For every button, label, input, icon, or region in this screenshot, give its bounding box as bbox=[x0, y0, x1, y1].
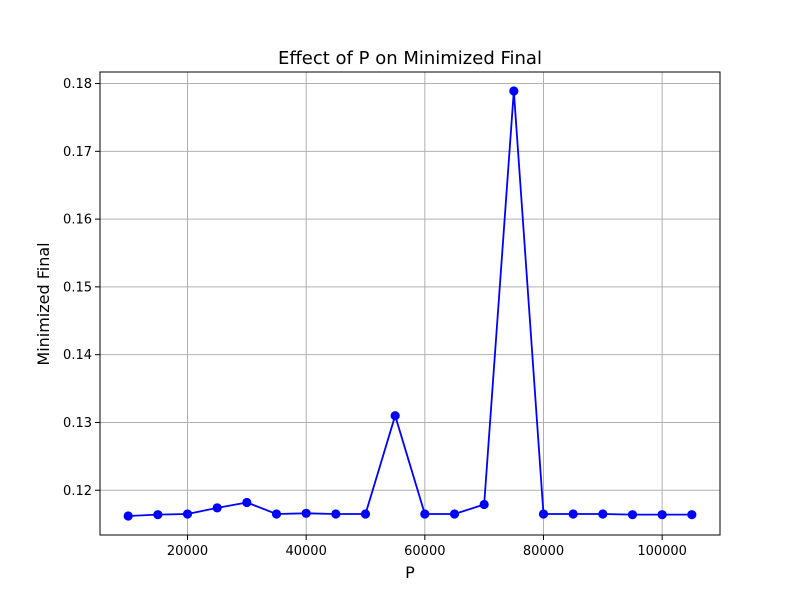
data-point bbox=[242, 497, 252, 508]
x-tick-label: 40000 bbox=[285, 544, 326, 559]
y-tick-label: 0.15 bbox=[63, 280, 92, 295]
data-point bbox=[627, 510, 638, 520]
data-point bbox=[153, 510, 163, 520]
data-point bbox=[598, 509, 608, 519]
y-tick-label: 0.16 bbox=[63, 213, 92, 228]
y-axis-label: Minimized Final bbox=[34, 242, 53, 365]
x-tick-label: 80000 bbox=[523, 544, 564, 559]
data-point bbox=[657, 510, 667, 520]
series-line bbox=[128, 90, 692, 517]
y-tick-label: 0.12 bbox=[63, 484, 92, 499]
series-layer bbox=[123, 86, 697, 521]
data-point bbox=[271, 509, 282, 519]
data-point bbox=[538, 509, 549, 519]
y-tick-label: 0.17 bbox=[63, 145, 92, 160]
data-point bbox=[123, 511, 133, 521]
data-point bbox=[687, 510, 697, 520]
data-point bbox=[212, 503, 222, 513]
plot-area-frame bbox=[99, 71, 721, 536]
y-tick-label: 0.13 bbox=[63, 416, 92, 431]
x-tick-label: 60000 bbox=[404, 544, 445, 559]
data-point bbox=[479, 499, 489, 510]
data-point bbox=[301, 508, 311, 518]
y-tick-label: 0.18 bbox=[63, 77, 92, 92]
tick-layer: 20000 40000 60000 80000 100000 0.12 0.13 0.14 0.… bbox=[63, 77, 687, 559]
x-axis-label: P bbox=[405, 563, 415, 582]
grid-layer bbox=[100, 72, 720, 535]
data-point bbox=[182, 509, 193, 519]
data-point bbox=[331, 509, 341, 519]
x-tick-label: 20000 bbox=[167, 544, 208, 559]
y-tick-label: 0.14 bbox=[63, 348, 92, 363]
chart-title: Effect of P on Minimized Final bbox=[278, 48, 542, 69]
data-point bbox=[568, 509, 578, 519]
data-point bbox=[420, 509, 430, 519]
data-point bbox=[390, 411, 400, 421]
x-tick-label: 100000 bbox=[637, 544, 687, 559]
data-point bbox=[449, 509, 460, 519]
data-point bbox=[509, 86, 519, 96]
data-point bbox=[360, 509, 371, 519]
